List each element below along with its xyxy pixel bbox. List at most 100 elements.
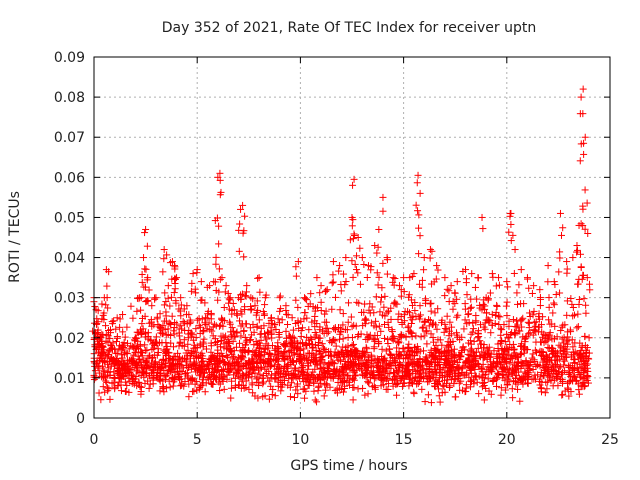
data-point — [577, 264, 585, 272]
data-point — [193, 316, 201, 324]
data-point — [443, 285, 451, 293]
data-point — [559, 391, 567, 399]
data-point — [574, 310, 582, 318]
y-axis-label: ROTI / TECUs — [7, 191, 23, 283]
data-point — [581, 186, 589, 194]
data-point — [550, 299, 558, 307]
data-point — [328, 279, 336, 287]
data-point — [235, 247, 243, 255]
data-point — [349, 235, 357, 243]
data-point — [410, 390, 418, 398]
data-point — [463, 291, 471, 299]
data-point — [451, 393, 459, 401]
data-point — [328, 305, 336, 313]
data-point — [255, 382, 263, 390]
data-point — [582, 309, 590, 317]
y-tick-label: 0.07 — [54, 130, 85, 146]
data-point — [349, 396, 357, 404]
data-point — [381, 334, 389, 342]
data-point — [192, 289, 200, 297]
data-point — [439, 381, 447, 389]
data-point — [381, 292, 389, 300]
x-tick-label: 10 — [291, 432, 309, 448]
data-point — [363, 274, 371, 282]
data-point — [503, 278, 511, 286]
data-point — [313, 398, 321, 406]
data-point — [127, 302, 135, 310]
data-point — [241, 212, 249, 220]
data-point — [507, 237, 515, 245]
data-point — [577, 93, 585, 101]
data-point — [515, 281, 523, 289]
data-point — [580, 150, 588, 158]
data-point — [355, 299, 363, 307]
data-point — [445, 383, 453, 391]
data-point — [292, 296, 300, 304]
data-point — [220, 304, 228, 312]
data-point — [185, 380, 193, 388]
data-point — [506, 359, 514, 367]
y-tick-label: 0.08 — [54, 90, 85, 106]
data-point — [579, 85, 587, 93]
data-point — [526, 309, 534, 317]
data-point — [545, 316, 553, 324]
data-point — [344, 333, 352, 341]
data-point — [301, 394, 309, 402]
data-point — [353, 252, 361, 260]
data-point — [569, 312, 577, 320]
y-tick-label: 0.02 — [54, 331, 85, 347]
data-point — [148, 302, 156, 310]
data-point — [586, 286, 594, 294]
data-point — [476, 337, 484, 345]
x-axis-label: GPS time / hours — [290, 458, 407, 474]
data-point — [570, 311, 578, 319]
data-point — [556, 254, 564, 262]
data-point — [438, 341, 446, 349]
data-point — [259, 380, 267, 388]
data-point — [480, 396, 488, 404]
data-point — [260, 322, 268, 330]
data-point — [585, 334, 593, 342]
data-point — [348, 222, 356, 230]
data-point — [537, 388, 545, 396]
data-point — [256, 288, 264, 296]
data-point — [349, 181, 357, 189]
data-point — [336, 306, 344, 314]
data-point — [580, 295, 588, 303]
data-point — [583, 199, 591, 207]
data-point — [352, 266, 360, 274]
data-point — [349, 273, 357, 281]
data-point — [212, 322, 220, 330]
y-tick-label: 0.03 — [54, 291, 85, 307]
data-point — [413, 179, 421, 187]
data-point — [441, 292, 449, 300]
data-point — [143, 346, 151, 354]
data-point — [555, 268, 563, 276]
data-point — [138, 320, 146, 328]
data-point — [321, 287, 329, 295]
data-point — [215, 265, 223, 273]
data-point — [426, 300, 434, 308]
x-tick-label: 25 — [601, 432, 619, 448]
data-point — [426, 246, 434, 254]
data-point — [574, 280, 582, 288]
data-point — [372, 293, 380, 301]
data-point — [509, 231, 517, 239]
data-point — [227, 394, 235, 402]
data-point — [300, 345, 308, 353]
data-point — [292, 386, 300, 394]
data-point — [373, 249, 381, 257]
y-tick-label: 0.01 — [54, 371, 85, 387]
data-point — [170, 330, 178, 338]
y-tick-label: 0 — [76, 411, 85, 427]
chart-title: Day 352 of 2021, Rate Of TEC Index for r… — [162, 20, 537, 36]
data-point — [421, 295, 429, 303]
data-point — [443, 312, 451, 320]
data-point — [197, 278, 205, 286]
data-point — [294, 390, 302, 398]
data-point — [569, 303, 577, 311]
data-point — [283, 310, 291, 318]
data-point — [492, 282, 500, 290]
data-point — [568, 300, 576, 308]
data-point — [112, 325, 120, 333]
